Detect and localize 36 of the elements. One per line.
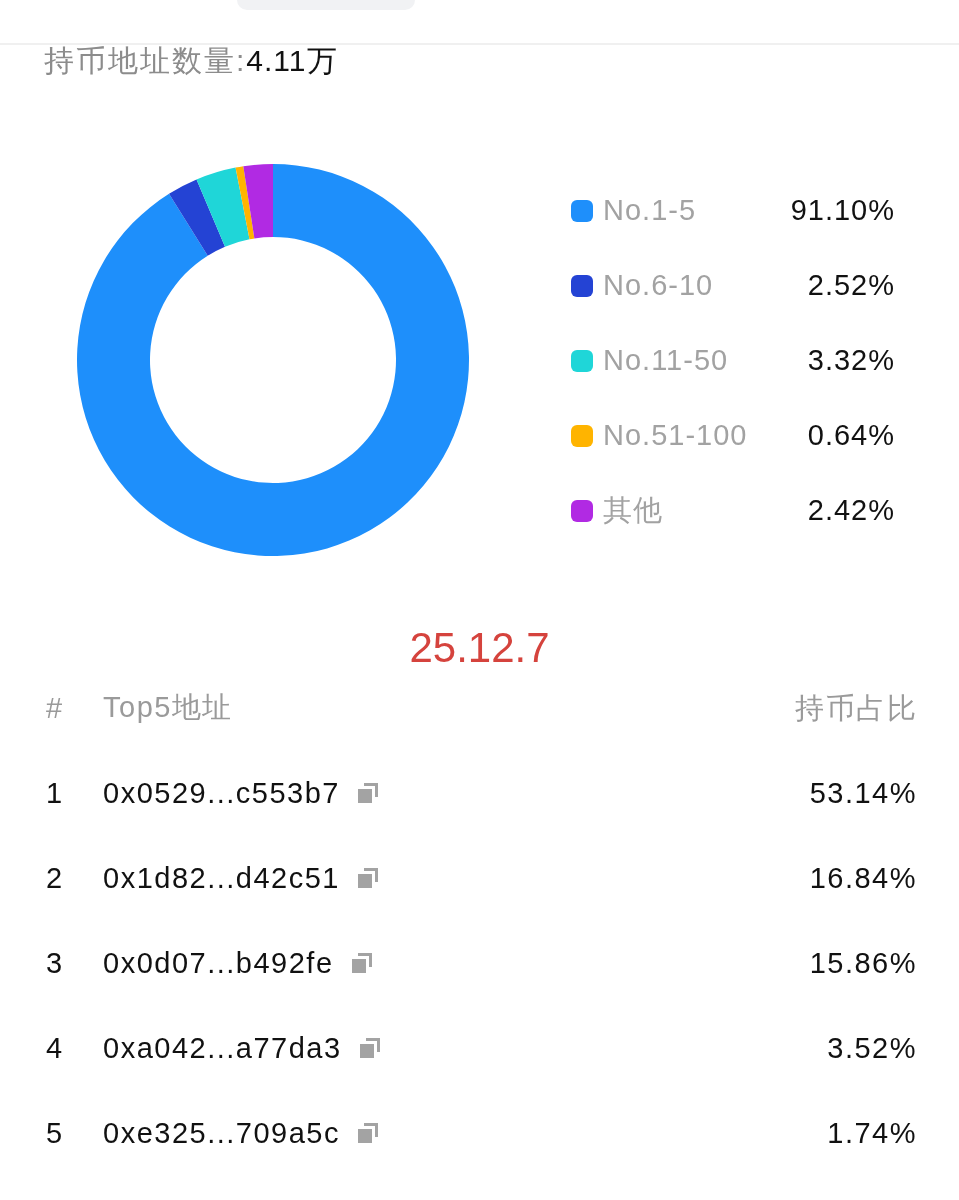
chart-subtitle: 4.11万 (246, 44, 338, 77)
donut-slice (235, 166, 255, 240)
donut-slice (243, 164, 273, 239)
donut-slice (77, 164, 469, 556)
text: 0xe325...709a5c (103, 1116, 340, 1150)
text: 25.12.7 (409, 624, 550, 671)
text: 0x0d07...b492fe (103, 946, 334, 980)
text: 3.52% (827, 1031, 917, 1064)
donut-slice (169, 179, 225, 256)
text: 持币占比 (795, 691, 917, 724)
legend-label: No.51-100 (603, 419, 748, 452)
data-label: 2.52% (807, 269, 895, 302)
data-label: 91.10% (790, 194, 895, 227)
data-label: 2.42% (807, 494, 895, 527)
text: 0x0529...c553b7 (103, 776, 340, 810)
text: Top5地址 (103, 690, 233, 725)
text: # (46, 691, 64, 724)
text: 16.84% (809, 861, 917, 894)
text: 53.14% (809, 776, 917, 809)
text: 2 (46, 861, 64, 894)
text: 5 (46, 1116, 64, 1149)
legend-label: No.11-50 (603, 344, 729, 377)
text: 0xa042...a77da3 (103, 1031, 342, 1065)
text: 1.74% (827, 1116, 917, 1149)
data-label: 3.32% (807, 344, 895, 377)
text: 15.86% (809, 946, 917, 979)
text: 0x1d82...d42c51 (103, 861, 340, 895)
text: 4 (46, 1031, 64, 1064)
text: 3 (46, 946, 64, 979)
legend-label: 其他 (603, 492, 663, 528)
donut-slice (196, 167, 250, 247)
data-label: 0.64% (807, 419, 895, 452)
chart-title: 持币地址数量: (44, 44, 247, 77)
legend-label: No.6-10 (603, 269, 714, 302)
text: 1 (46, 776, 64, 809)
legend-label: No.1-5 (603, 194, 697, 227)
